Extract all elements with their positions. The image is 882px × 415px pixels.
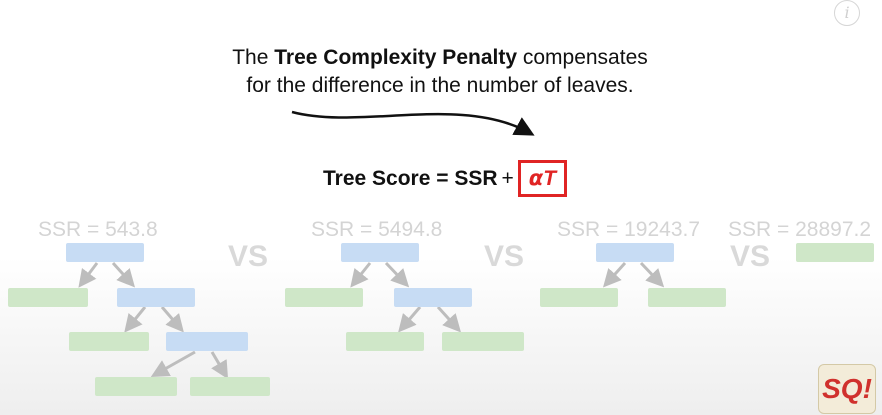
- tree-2-edges: [350, 261, 462, 333]
- tree-2-leaf-node: [346, 332, 424, 351]
- ssr-label-tree-1: SSR = 543.8: [38, 218, 158, 241]
- tree-1-leaf-node: [69, 332, 149, 351]
- ssr-label-tree-4: SSR = 28897.2: [728, 218, 872, 241]
- vs-label-1: VS: [228, 240, 269, 273]
- ssr-label-tree-2: SSR = 5494.8: [311, 218, 443, 241]
- tree-2-leaf-node: [285, 288, 363, 307]
- info-icon[interactable]: i: [834, 0, 860, 26]
- caption-line-2: for the difference in the number of leav…: [246, 74, 634, 97]
- tree-2-root-node: [341, 243, 419, 262]
- tree-2-leaf-node: [442, 332, 524, 351]
- tree-4-leaf-node: [796, 243, 874, 262]
- tree-3-leaf-node: [648, 288, 726, 307]
- caption-line-1: The Tree Complexity Penalty compensates: [232, 46, 648, 69]
- curved-arrow-icon: [291, 110, 535, 136]
- vs-label-2: VS: [484, 240, 525, 273]
- tree-3-root-node: [596, 243, 674, 262]
- tree-1-leaf-node: [8, 288, 88, 307]
- tree-1-internal-node: [166, 332, 248, 351]
- caption-bold-term: Tree Complexity Penalty: [274, 46, 518, 69]
- tree-3-leaf-node: [540, 288, 618, 307]
- vs-label-3: VS: [730, 240, 771, 273]
- tree-1-edges: [78, 261, 229, 380]
- tree-1-root-node: [66, 243, 144, 262]
- tree-2-internal-node: [394, 288, 472, 307]
- tree-1-leaf-node: [190, 377, 270, 396]
- tree-1-leaf-node: [95, 377, 177, 396]
- tree-score-formula: Tree Score = SSR + αT: [323, 160, 568, 197]
- tree-3-edges: [602, 261, 665, 288]
- penalty-term-box: αT: [517, 160, 568, 197]
- tree-1-internal-node: [117, 288, 195, 307]
- ssr-label-tree-3: SSR = 19243.7: [557, 218, 701, 241]
- statquest-logo: SQ!: [818, 364, 876, 414]
